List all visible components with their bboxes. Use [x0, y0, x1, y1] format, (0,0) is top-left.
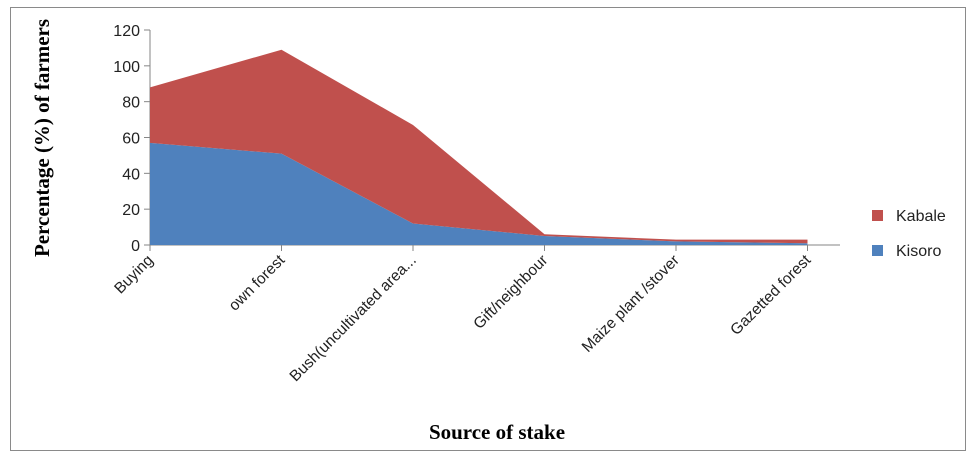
- y-tick-label: 100: [113, 59, 140, 76]
- x-tick-label: Gazetted forest: [727, 251, 814, 338]
- legend-swatch-kisoro: [872, 245, 883, 256]
- area-series-kisoro: [150, 142, 808, 245]
- x-tick-label: own forest: [226, 251, 289, 314]
- x-tick-label: Gift/neighbour: [470, 252, 551, 333]
- x-tick-label: Maize plant /stover: [579, 252, 683, 356]
- y-tick-label: 80: [122, 95, 140, 112]
- legend-label-kisoro: Kisoro: [896, 243, 941, 260]
- y-tick-label: 120: [113, 23, 140, 40]
- plot-areas: [150, 49, 808, 245]
- y-tick-label: 40: [122, 166, 140, 183]
- legend-label-kabale: Kabale: [896, 208, 946, 225]
- legend-swatch-kabale: [872, 210, 883, 221]
- y-axis-label: Percentage (%) of farmers: [30, 19, 54, 257]
- x-tick-label: Buying: [111, 252, 157, 298]
- x-axis-label: Source of stake: [429, 420, 565, 444]
- x-tick-label: Bush(uncultivated area...: [287, 252, 420, 385]
- y-tick-label: 60: [122, 131, 140, 148]
- y-tick-label: 0: [131, 238, 140, 255]
- y-axis-ticks: 0 20 40 60 80 100 120: [113, 23, 150, 255]
- area-series-kabale: [150, 49, 808, 244]
- legend: Kabale Kisoro: [872, 208, 946, 260]
- y-tick-label: 20: [122, 202, 140, 219]
